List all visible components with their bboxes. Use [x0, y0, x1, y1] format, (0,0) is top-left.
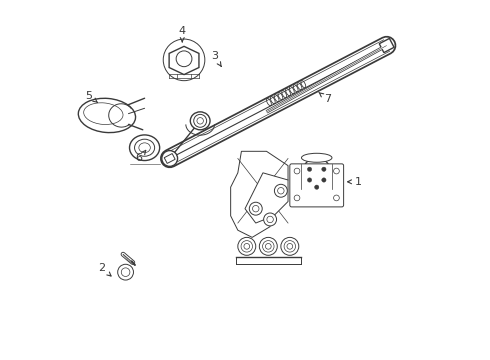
FancyBboxPatch shape — [290, 164, 343, 207]
Ellipse shape — [78, 98, 136, 132]
Circle shape — [194, 114, 207, 127]
Circle shape — [249, 202, 262, 215]
Polygon shape — [164, 154, 175, 163]
Circle shape — [264, 213, 276, 226]
Circle shape — [163, 39, 205, 81]
Circle shape — [241, 240, 252, 252]
Circle shape — [322, 178, 326, 182]
Ellipse shape — [139, 143, 150, 153]
Ellipse shape — [301, 153, 332, 162]
Ellipse shape — [190, 112, 210, 130]
Circle shape — [294, 195, 300, 201]
Circle shape — [334, 195, 339, 201]
Polygon shape — [245, 173, 288, 223]
Text: 3: 3 — [211, 51, 221, 67]
Circle shape — [284, 240, 295, 252]
Polygon shape — [169, 46, 199, 75]
Text: 6: 6 — [136, 150, 146, 163]
Circle shape — [176, 51, 192, 67]
Circle shape — [322, 167, 326, 171]
Text: 5: 5 — [85, 91, 98, 103]
Text: 7: 7 — [319, 93, 331, 104]
Ellipse shape — [129, 135, 160, 161]
Circle shape — [118, 264, 133, 280]
Circle shape — [162, 150, 177, 166]
Ellipse shape — [301, 158, 332, 195]
Circle shape — [263, 240, 274, 252]
Circle shape — [238, 237, 256, 255]
Polygon shape — [379, 39, 394, 53]
Circle shape — [281, 237, 299, 255]
Text: 4: 4 — [179, 26, 186, 42]
Circle shape — [274, 184, 287, 197]
Text: 1: 1 — [347, 177, 362, 187]
Ellipse shape — [135, 139, 155, 156]
Circle shape — [315, 185, 319, 189]
Circle shape — [259, 237, 277, 255]
Circle shape — [307, 178, 312, 182]
Polygon shape — [231, 151, 288, 237]
Circle shape — [122, 268, 130, 276]
Circle shape — [294, 168, 300, 174]
Circle shape — [334, 168, 339, 174]
Text: 2: 2 — [98, 263, 111, 276]
Circle shape — [307, 167, 312, 171]
